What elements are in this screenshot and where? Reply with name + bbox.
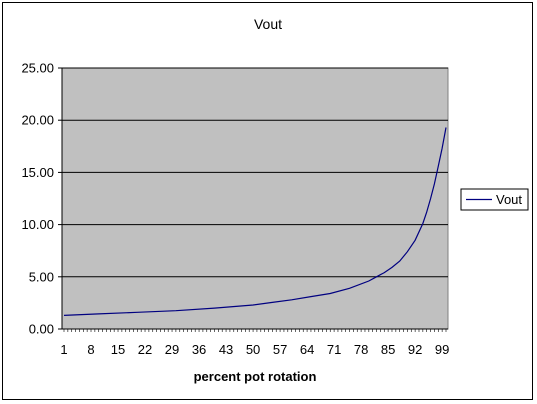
y-tick-label: 20.00 — [21, 113, 54, 128]
x-tick-label: 85 — [381, 342, 395, 357]
x-axis-tick-labels: 1 8 15 22 29 36 43 50 57 64 71 78 85 92 99 — [60, 342, 449, 357]
x-tick-label: 43 — [219, 342, 233, 357]
y-tick-label: 0.00 — [29, 322, 54, 337]
y-tick-label: 5.00 — [29, 269, 54, 284]
chart-title: Vout — [254, 16, 282, 32]
y-axis-tick-labels: 0.00 5.00 10.00 15.00 20.00 25.00 — [21, 61, 54, 337]
legend: Vout — [460, 188, 529, 211]
x-tick-label: 50 — [246, 342, 260, 357]
x-tick-label: 92 — [408, 342, 422, 357]
gridlines — [58, 67, 448, 330]
x-tick-label: 57 — [273, 342, 287, 357]
x-axis-label: percent pot rotation — [194, 369, 317, 384]
x-tick-label: 78 — [354, 342, 368, 357]
x-tick-label: 64 — [300, 342, 314, 357]
x-tick-label: 1 — [60, 342, 67, 357]
x-tick-label: 71 — [327, 342, 341, 357]
legend-box — [460, 188, 529, 211]
plot-area — [61, 67, 449, 330]
legend-label-vout: Vout — [496, 192, 522, 207]
x-tick-label: 36 — [192, 342, 206, 357]
x-tick-label: 22 — [138, 342, 152, 357]
x-tick-label: 29 — [165, 342, 179, 357]
series-line-vout — [63, 127, 447, 316]
x-tick-label: 99 — [435, 342, 449, 357]
y-tick-label: 15.00 — [21, 165, 54, 180]
x-tick-label: 8 — [87, 342, 94, 357]
y-tick-label: 25.00 — [21, 61, 54, 76]
y-tick-label: 10.00 — [21, 217, 54, 232]
x-tick-label: 15 — [111, 342, 125, 357]
